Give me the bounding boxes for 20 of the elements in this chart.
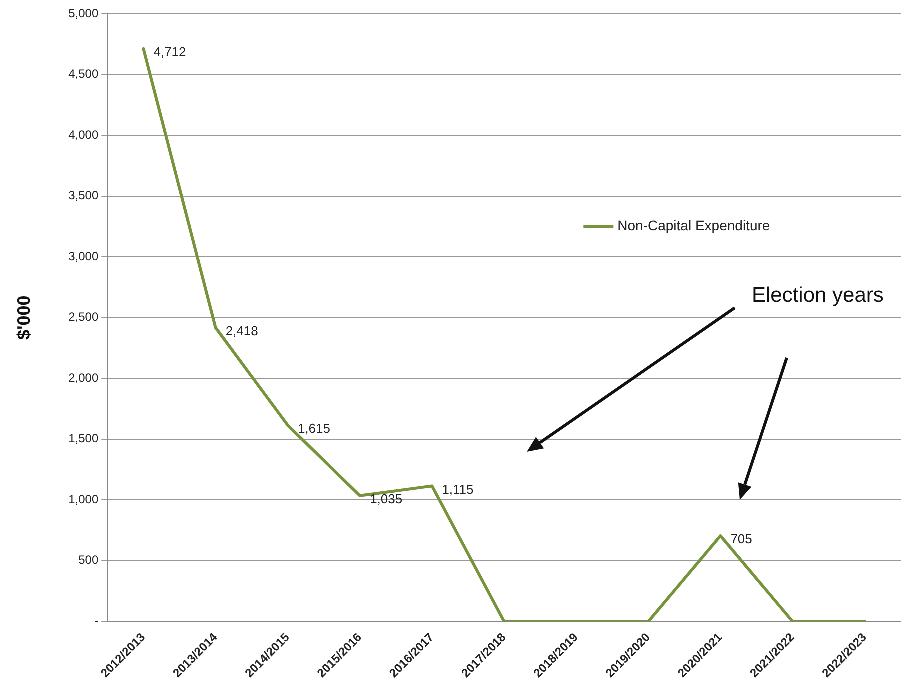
- y-tick-label: 4,000: [68, 128, 99, 142]
- data-label: 4,712: [154, 44, 186, 60]
- y-tick-label: 4,500: [68, 67, 99, 82]
- y-tick-label: 1,500: [68, 432, 99, 446]
- y-tick-label: 2,000: [68, 370, 99, 385]
- data-label: 705: [730, 532, 752, 547]
- data-label: 1,115: [442, 482, 474, 497]
- annotation: Election years: [752, 284, 884, 308]
- y-tick-label: -: [94, 614, 99, 628]
- y-tick-label: 3,000: [68, 249, 99, 264]
- y-tick-label: 2,500: [68, 310, 99, 324]
- data-label: 1,035: [370, 491, 403, 506]
- y-tick-label: 3,500: [68, 188, 99, 203]
- data-label: 2,418: [226, 323, 258, 338]
- y-tick-label: 500: [78, 553, 99, 568]
- data-label: 1,615: [298, 420, 330, 436]
- legend-label: Non-Capital Expenditure: [618, 218, 770, 234]
- y-axis-title: $'000: [14, 296, 34, 340]
- y-tick-label: 5,000: [68, 6, 99, 20]
- y-tick-label: 1,000: [68, 492, 99, 506]
